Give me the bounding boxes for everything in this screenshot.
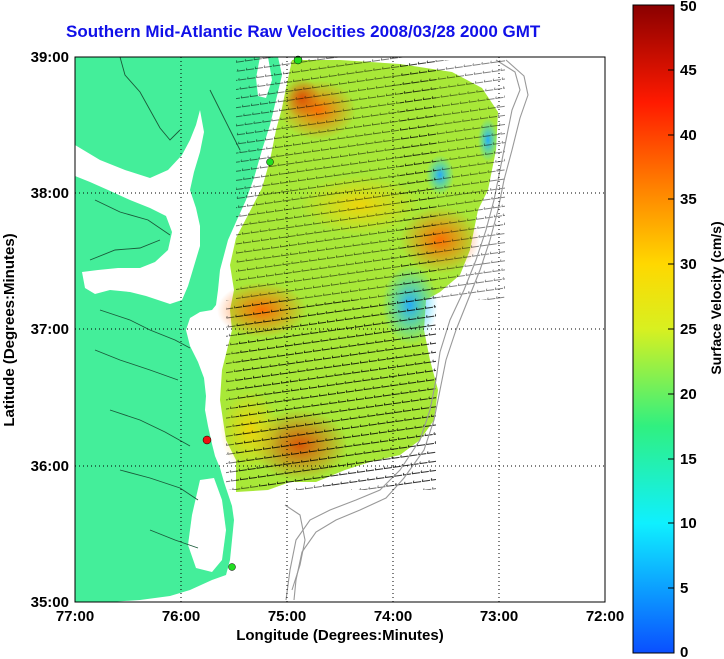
pamlico-sound [188, 478, 226, 572]
y-axis-label: Latitude (Degrees:Minutes) [1, 233, 18, 426]
x-tick-label: 76:00 [162, 608, 200, 625]
colorbar-label: Surface Velocity (cm/s) [708, 221, 724, 374]
hf-radar-stations [202, 55, 303, 571]
colorbar-tick-label: 45 [680, 62, 697, 79]
station-marker [266, 158, 274, 166]
map-title: Southern Mid-Atlantic Raw Velocities 200… [66, 22, 541, 41]
y-tick-label: 35:00 [31, 594, 69, 611]
colorbar-tick-label: 30 [680, 256, 697, 273]
grid-lines [75, 57, 605, 602]
colorbar-tick-label: 25 [680, 321, 697, 338]
colorbar-tick-label: 20 [680, 386, 697, 403]
y-tick-label: 36:00 [31, 458, 69, 475]
y-tick-labels: 39:00 38:00 37:00 36:00 35:00 [31, 49, 69, 611]
colorbar-tick-label: 5 [680, 580, 688, 597]
x-tick-label: 77:00 [56, 608, 94, 625]
station-marker [293, 55, 303, 65]
coastline-detail [89, 57, 241, 549]
colorbar-tick-labels: 50 45 40 35 30 25 20 15 10 5 0 [680, 0, 697, 659]
y-tick-label: 37:00 [31, 321, 69, 338]
colorbar-tick-label: 40 [680, 127, 697, 144]
colorbar-ticks [668, 69, 674, 589]
x-tick-labels: 77:00 76:00 75:00 74:00 73:00 72:00 [56, 608, 624, 625]
bathymetry-contours [284, 59, 529, 601]
x-tick-label: 75:00 [268, 608, 306, 625]
y-tick-label: 38:00 [31, 185, 69, 202]
station-marker [228, 563, 236, 571]
station-marker [202, 435, 212, 445]
velocity-field [217, 57, 505, 492]
colorbar-tick-label: 10 [680, 515, 697, 532]
colorbar [633, 5, 674, 653]
x-tick-label: 74:00 [374, 608, 412, 625]
colorbar-tick-label: 15 [680, 451, 697, 468]
x-tick-label: 72:00 [586, 608, 624, 625]
colorbar-tick-label: 50 [680, 0, 697, 15]
plot-border [74, 56, 606, 603]
x-axis-label: Longitude (Degrees:Minutes) [236, 627, 444, 644]
chesapeake-bay [75, 110, 204, 304]
y-tick-label: 39:00 [31, 49, 69, 66]
x-tick-label: 73:00 [480, 608, 518, 625]
colorbar-tick-label: 35 [680, 191, 697, 208]
colorbar-tick-label: 0 [680, 644, 688, 659]
